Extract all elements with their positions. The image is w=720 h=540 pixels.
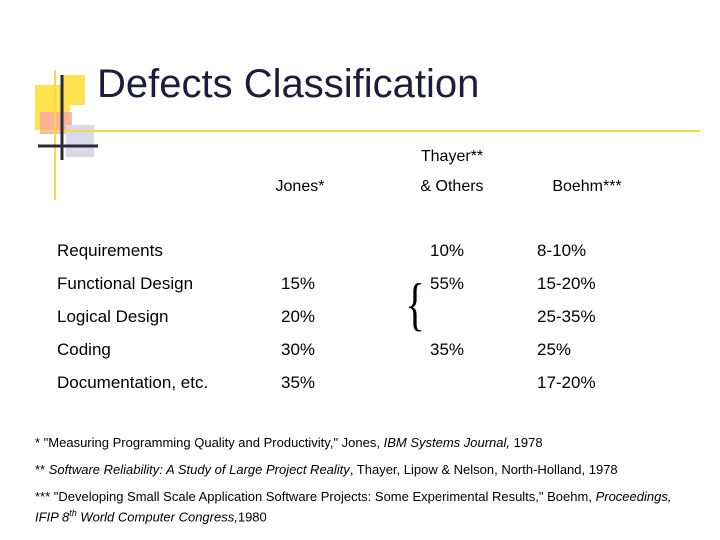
row-label: Functional Design (57, 274, 194, 293)
column-header: & Others (420, 178, 484, 195)
footnote: * "Measuring Programming Quality and Pro… (35, 435, 685, 451)
table-cell: 20% (281, 307, 316, 326)
row-label: Documentation, etc. (57, 373, 209, 392)
footnote-text: *** "Developing Small Scale Application … (35, 489, 596, 504)
svg-text:{: { (405, 271, 424, 336)
column-header: Boehm*** (552, 178, 622, 195)
table-cell: 10% (430, 241, 465, 260)
footnote: *** "Developing Small Scale Application … (35, 489, 685, 525)
table-cell: 15-20% (537, 274, 596, 293)
footnote-text: 1980 (237, 509, 267, 525)
row-label: Requirements (57, 241, 163, 260)
footnote-text: th (69, 508, 77, 518)
table-cell: 17-20% (537, 373, 596, 392)
footnote-text: World Computer Congress, (76, 509, 238, 525)
table-cell: 15% (281, 274, 316, 293)
footnote-text: , Thayer, Lipow & Nelson, North-Holland,… (349, 462, 618, 477)
title: Defects Classification (97, 62, 480, 106)
table-cell: 55% (430, 274, 465, 293)
table-cell: 25% (537, 340, 572, 359)
table-cell: 35% (430, 340, 465, 359)
footnote: ** Software Reliability: A Study of Larg… (35, 462, 685, 478)
table-cell: 30% (281, 340, 316, 359)
table-cell: 25-35% (537, 307, 596, 326)
footnote-text: IBM Systems Journal, (383, 435, 511, 450)
row-label: Logical Design (57, 307, 169, 326)
column-header: Thayer** (420, 148, 484, 165)
footnote-text: Software Reliability: A Study of Large P… (48, 462, 350, 477)
footnote-text: Proceedings, IFIP 8 (35, 489, 672, 525)
table-cell: 35% (281, 373, 316, 392)
row-label: Coding (57, 340, 111, 359)
footnote-text: * "Measuring Programming Quality and Pro… (35, 435, 384, 450)
footnote-text: ** (35, 462, 49, 477)
footnote-text: 1978 (510, 435, 543, 450)
table-cell: 8-10% (537, 241, 587, 260)
column-header: Jones* (275, 178, 325, 195)
